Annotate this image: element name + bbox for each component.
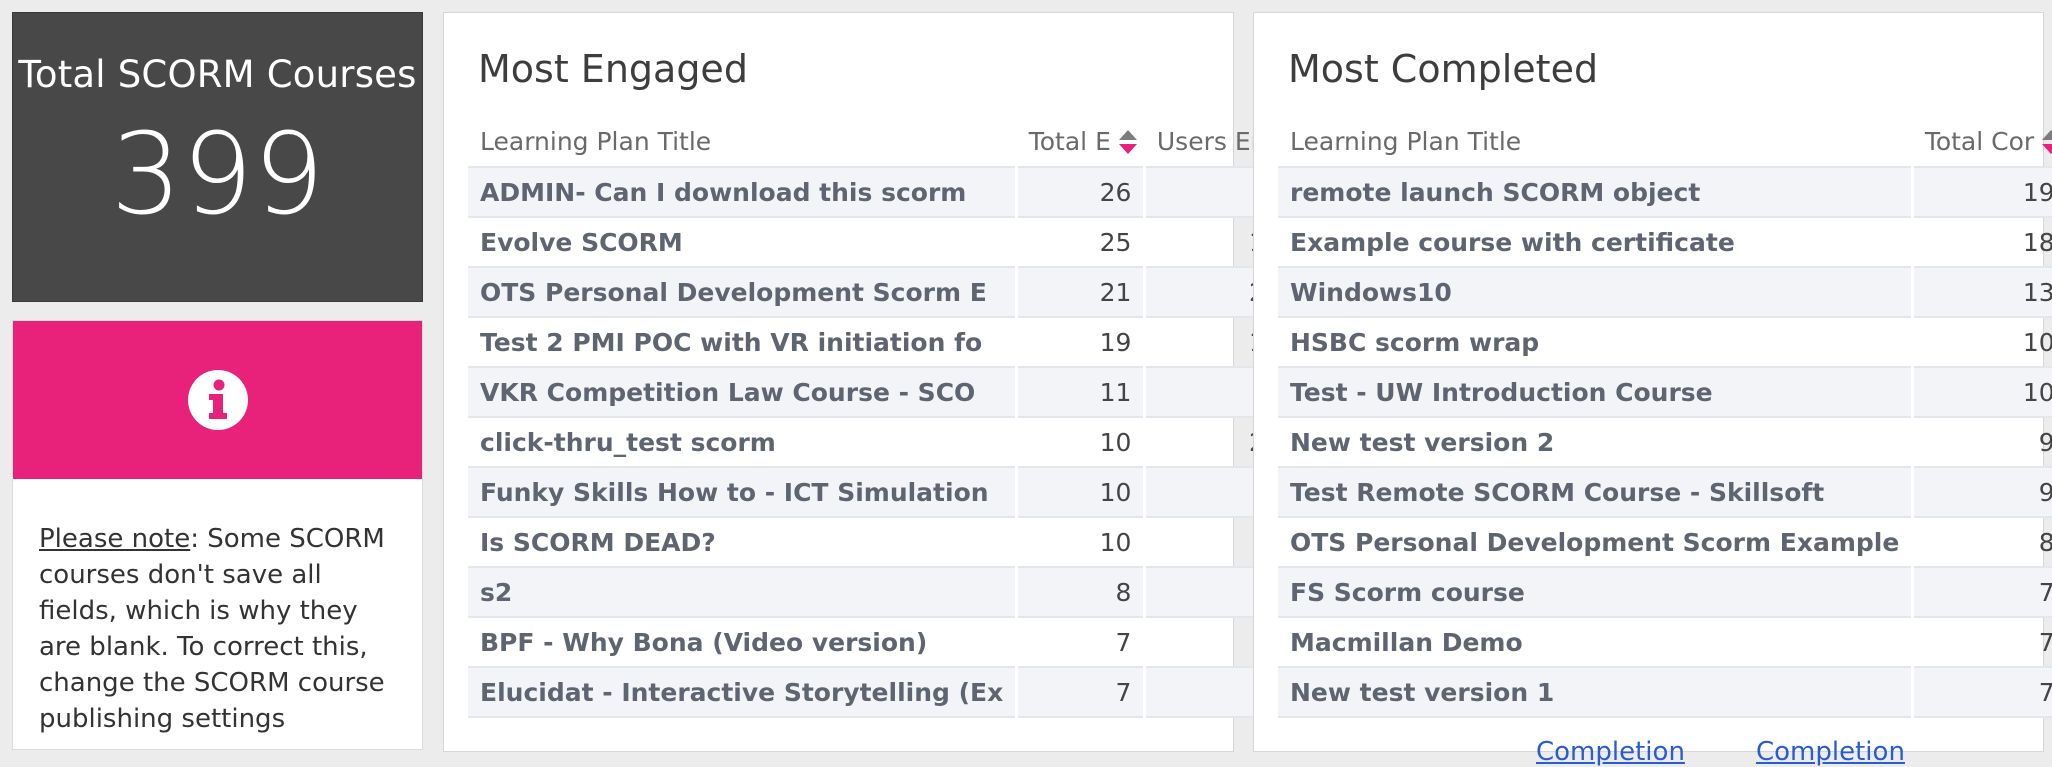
table-row[interactable]: Elucidat - Interactive Storytelling (Ex 7… [468,667,1296,718]
cell-total: 10 [1016,417,1147,468]
total-scorm-courses-label: Total SCORM Courses [18,53,417,96]
column-header-label: Total E [1028,126,1111,156]
cell-total: 9 [1912,467,2052,518]
cell-total: 10 [1016,467,1147,518]
cell-total: 7 [1912,617,2052,668]
cell-learning-plan-title[interactable]: New test version 2 [1278,417,1915,468]
cell-learning-plan-title[interactable]: s2 [468,567,1019,618]
table-row[interactable]: FS Scorm course7 [1278,567,2052,618]
table-header-row: Learning Plan Title Total Cor [1278,116,2052,168]
most-completed-panel: Most Completed Learning Plan Title Total… [1253,12,2052,767]
cell-learning-plan-title[interactable]: Windows10 [1278,267,1915,318]
total-scorm-courses-tile: Total SCORM Courses 399 [12,12,423,302]
info-note: Please note: Some SCORM courses don't sa… [13,479,422,737]
cell-learning-plan-title[interactable]: OTS Personal Development Scorm E [468,267,1019,318]
info-banner [13,321,422,479]
table-row[interactable]: OTS Personal Development Scorm E2126 [468,267,1296,318]
column-header-learning-plan-title[interactable]: Learning Plan Title [1278,116,1913,168]
cell-total: 10 [1912,367,2052,418]
cell-learning-plan-title[interactable]: Test Remote SCORM Course - Skillsoft [1278,467,1915,518]
cell-total: 10 [1912,317,2052,368]
table-row[interactable]: Test - UW Introduction Course 10 [1278,367,2052,418]
table-row[interactable]: OTS Personal Development Scorm Example8 [1278,517,2052,568]
cell-learning-plan-title[interactable]: New test version 1 [1278,667,1915,718]
cell-learning-plan-title[interactable]: Test 2 PMI POC with VR initiation fo [468,317,1019,368]
completion-link[interactable]: Completion [1756,737,1905,767]
cell-learning-plan-title[interactable]: Macmillan Demo [1278,617,1915,668]
cell-total: 19 [1016,317,1147,368]
cell-total: 25 [1016,217,1147,268]
cell-learning-plan-title[interactable]: BPF - Why Bona (Video version) [468,617,1019,668]
cell-learning-plan-title[interactable]: OTS Personal Development Scorm Example [1278,517,1915,568]
cell-total: 8 [1912,517,2052,568]
table-row[interactable]: New test version 17 [1278,667,2052,718]
total-scorm-courses-value: 399 [110,110,325,240]
table-row[interactable]: Windows10 13 [1278,267,2052,318]
cell-learning-plan-title[interactable]: Elucidat - Interactive Storytelling (Ex [468,667,1019,718]
table-row[interactable]: Example course with certificate 18 [1278,217,2052,268]
please-note-label: Please note [39,524,191,554]
cell-learning-plan-title[interactable]: click-thru_test scorm [468,417,1019,468]
cell-learning-plan-title[interactable]: Is SCORM DEAD? [468,517,1019,568]
cell-total: 21 [1016,267,1147,318]
most-completed-table: Learning Plan Title Total Cor remote lau… [1278,116,2052,718]
cell-learning-plan-title[interactable]: Test - UW Introduction Course [1278,367,1915,418]
table-header-row: Learning Plan Title Total E Users Eng [468,116,1295,168]
table-row[interactable]: New test version 29 [1278,417,2052,468]
table-row[interactable]: click-thru_test scorm1023 [468,417,1296,468]
table-row[interactable]: VKR Competition Law Course - SCO119 [468,367,1296,418]
table-row[interactable]: ADMIN- Can I download this scorm261 [468,167,1296,218]
cell-total: 18 [1912,217,2052,268]
most-completed-title: Most Completed [1288,47,1599,91]
column-header-total-completed[interactable]: Total Cor [1912,116,2052,168]
cell-learning-plan-title[interactable]: HSBC scorm wrap [1278,317,1915,368]
cell-learning-plan-title[interactable]: Example course with certificate [1278,217,1915,268]
cell-total: 26 [1016,167,1147,218]
table-row[interactable]: Test 2 PMI POC with VR initiation fo1918 [468,317,1296,368]
cell-total: 13 [1912,267,2052,318]
cell-total: 7 [1016,617,1147,668]
cell-learning-plan-title[interactable]: VKR Competition Law Course - SCO [468,367,1019,418]
cell-total: 7 [1912,667,2052,718]
table-row[interactable]: HSBC scorm wrap 10 [1278,317,2052,368]
cell-learning-plan-title[interactable]: remote launch SCORM object [1278,167,1915,218]
column-header-label: Total Cor [1924,126,2035,156]
cell-total: 19 [1912,167,2052,218]
cell-learning-plan-title[interactable]: Funky Skills How to - ICT Simulation [468,467,1019,518]
table-row[interactable]: s281 [468,567,1296,618]
table-row[interactable]: Macmillan Demo7 [1278,617,2052,668]
table-row[interactable]: BPF - Why Bona (Video version)73 [468,617,1296,668]
cell-total: 9 [1912,417,2052,468]
table-row[interactable]: Is SCORM DEAD?107 [468,517,1296,568]
cell-total: 10 [1016,517,1147,568]
cell-learning-plan-title[interactable]: ADMIN- Can I download this scorm [468,167,1019,218]
column-header-total-engaged[interactable]: Total E [1016,116,1145,168]
sort-icon[interactable] [1117,129,1139,155]
info-note-tile: Please note: Some SCORM courses don't sa… [12,320,423,750]
cell-total: 7 [1912,567,2052,618]
most-engaged-title: Most Engaged [478,47,748,91]
sort-icon[interactable] [2040,129,2052,155]
table-row[interactable]: Test Remote SCORM Course - Skillsoft9 [1278,467,2052,518]
column-header-learning-plan-title[interactable]: Learning Plan Title [468,116,1017,168]
completion-link[interactable]: Completion [1536,737,1685,767]
table-row[interactable]: Funky Skills How to - ICT Simulation106 [468,467,1296,518]
most-engaged-panel: Most Engaged Learning Plan Title Total E… [443,12,1296,752]
cell-learning-plan-title[interactable]: FS Scorm course [1278,567,1915,618]
most-engaged-table: Learning Plan Title Total E Users Eng AD… [468,116,1296,718]
info-note-text: : Some SCORM courses don't save all fiel… [39,524,385,734]
cell-total: 11 [1016,367,1147,418]
cell-total: 7 [1016,667,1147,718]
info-circle-icon [187,370,248,430]
cell-learning-plan-title[interactable]: Evolve SCORM [468,217,1019,268]
table-row[interactable]: Evolve SCORM2519 [468,217,1296,268]
table-row[interactable]: remote launch SCORM object 19 [1278,167,2052,218]
cell-total: 8 [1016,567,1147,618]
